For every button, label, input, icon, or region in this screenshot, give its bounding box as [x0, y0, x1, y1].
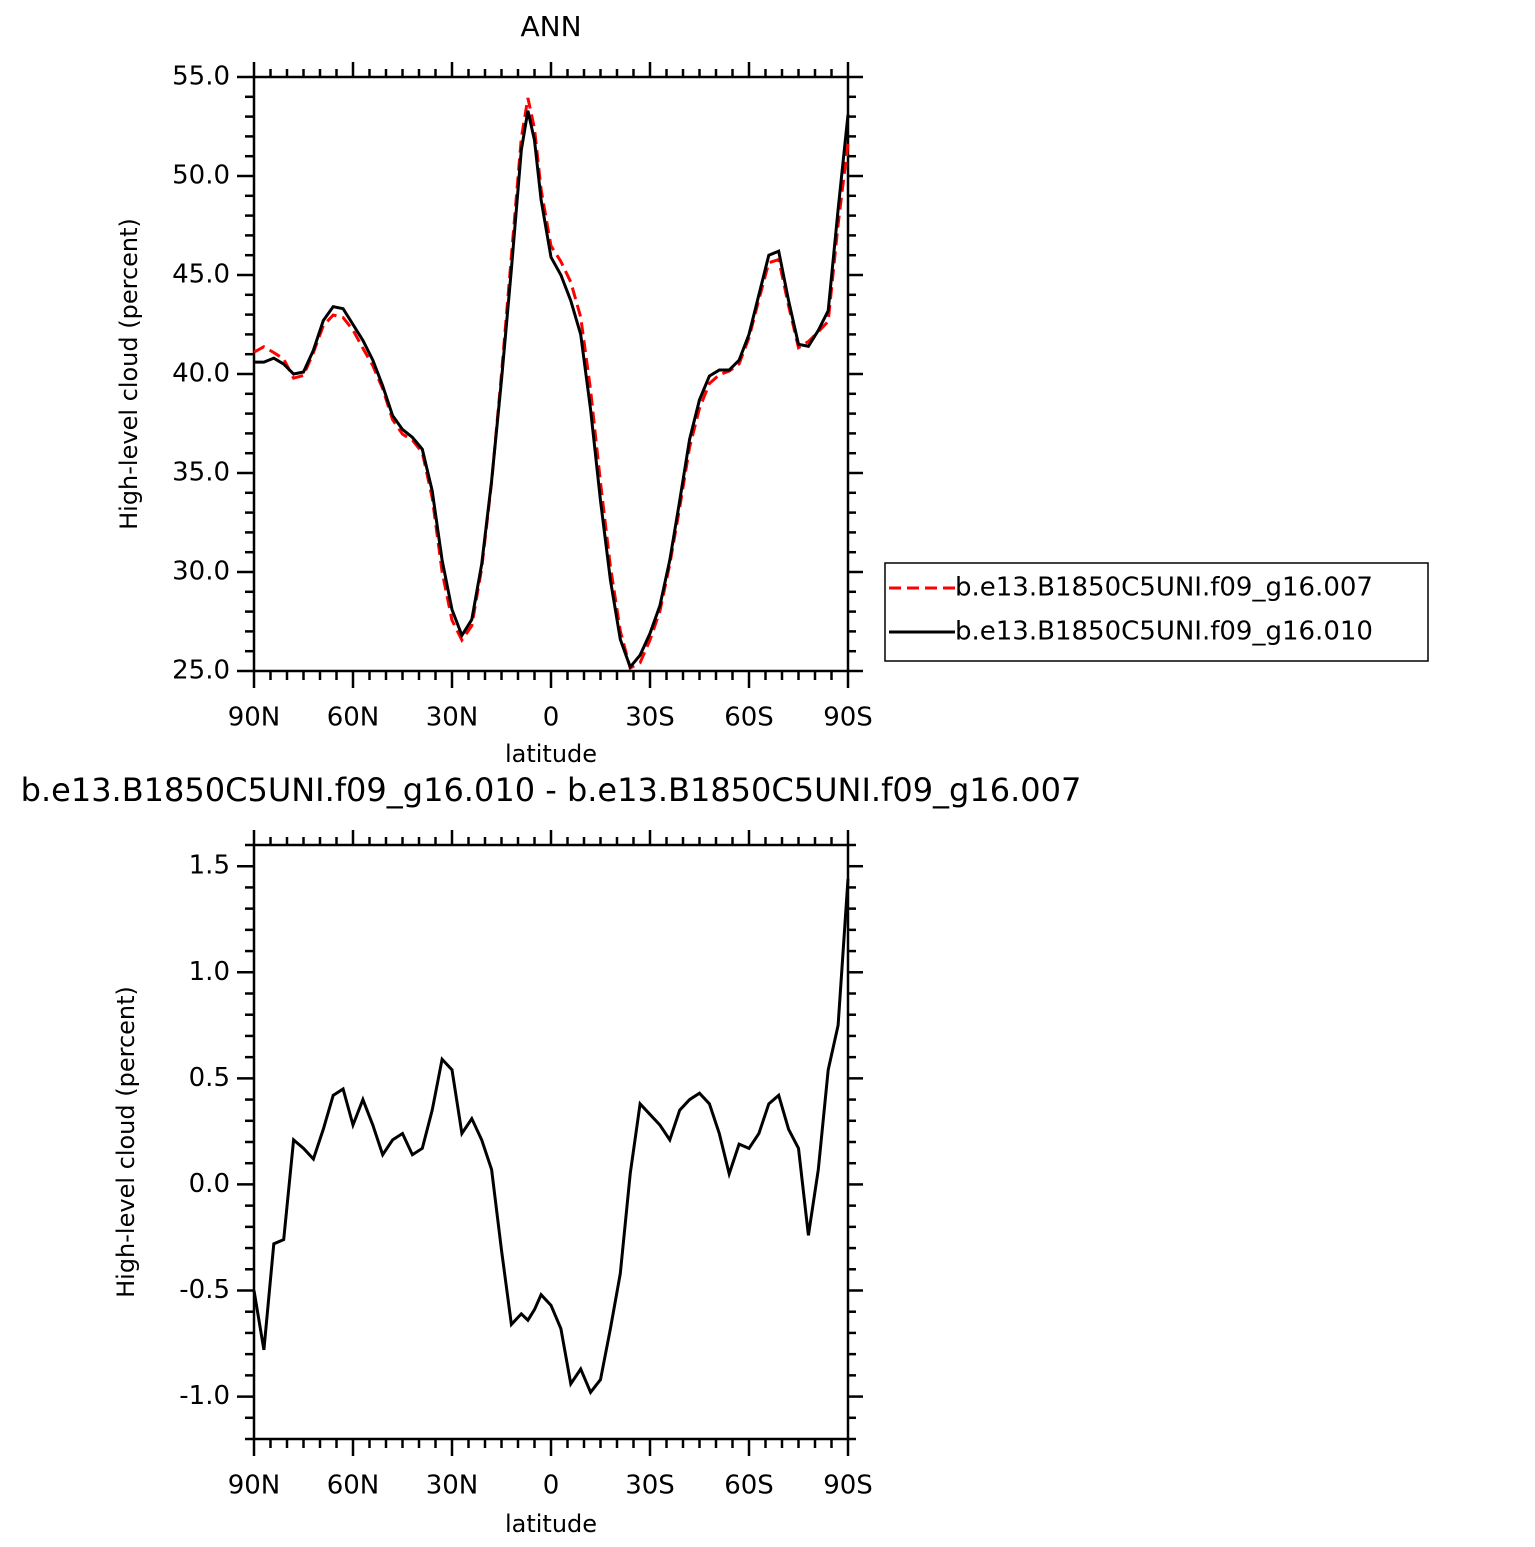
data-line: [253, 97, 850, 671]
x-tick-label: 30N: [426, 703, 479, 733]
y-tick-label: 25.0: [172, 656, 230, 686]
y-tick-label: 35.0: [172, 458, 230, 488]
y-axis-label: High-level cloud (percent): [112, 986, 140, 1298]
y-tick-label: 0.5: [189, 1063, 230, 1093]
data-line: [252, 878, 850, 1396]
x-axis-label: latitude: [505, 740, 597, 768]
x-tick-label: 90S: [823, 1471, 873, 1501]
y-tick-label: 1.0: [189, 957, 230, 987]
x-tick-label: 90N: [228, 1471, 281, 1501]
x-tick-label: 60S: [724, 1471, 774, 1501]
x-tick-label: 60N: [327, 703, 380, 733]
plot-frame: [252, 843, 850, 1441]
legend-box: [884, 562, 1429, 662]
y-tick-label: 30.0: [172, 557, 230, 587]
y-axis-label: High-level cloud (percent): [115, 218, 143, 530]
x-tick-label: 30S: [625, 703, 675, 733]
y-tick-label: 1.5: [189, 851, 230, 881]
chart-title: ANN: [520, 10, 581, 43]
x-tick-label: 30S: [625, 1471, 675, 1501]
y-tick-label: 50.0: [172, 161, 230, 191]
y-tick-label: 40.0: [172, 359, 230, 389]
y-tick-label: -0.5: [179, 1275, 230, 1305]
x-tick-label: 60N: [327, 1471, 380, 1501]
legend-label: b.e13.B1850C5UNI.f09_g16.007: [955, 573, 1373, 603]
plot-frame: [252, 75, 850, 673]
x-tick-label: 0: [543, 703, 560, 733]
x-tick-label: 60S: [724, 703, 774, 733]
x-tick-label: 90N: [228, 703, 281, 733]
data-line: [254, 110, 850, 671]
y-tick-label: 55.0: [172, 62, 230, 92]
chart-title: b.e13.B1850C5UNI.f09_g16.010 - b.e13.B18…: [21, 771, 1082, 809]
legend-label: b.e13.B1850C5UNI.f09_g16.010: [955, 617, 1373, 647]
x-tick-label: 0: [543, 1471, 560, 1501]
x-tick-label: 90S: [823, 703, 873, 733]
x-tick-label: 30N: [426, 1471, 479, 1501]
y-tick-label: 0.0: [189, 1169, 230, 1199]
y-tick-label: -1.0: [179, 1381, 230, 1411]
y-tick-label: 45.0: [172, 260, 230, 290]
x-axis-label: latitude: [505, 1510, 597, 1538]
